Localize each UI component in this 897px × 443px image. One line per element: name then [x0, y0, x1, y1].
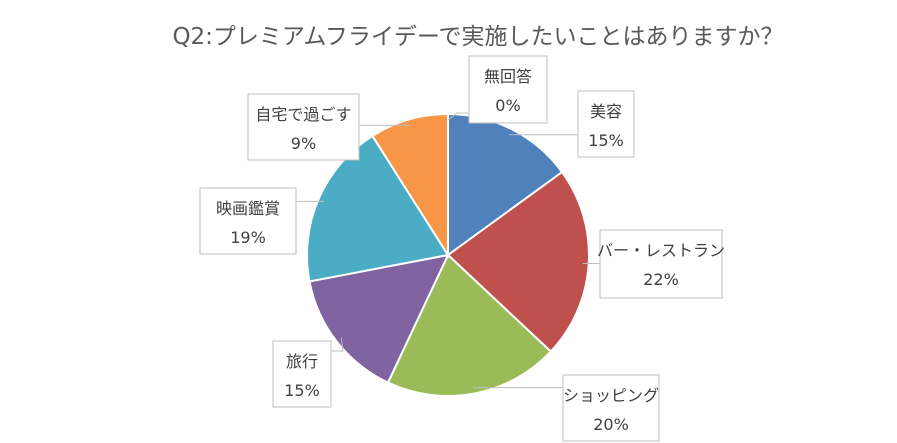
slice-percent-slice-2: 20% — [593, 415, 629, 434]
slice-percent-slice-3: 15% — [284, 381, 320, 400]
pie-slice-slice-0 — [447, 112, 564, 257]
slice-percent-slice-1: 22% — [643, 270, 679, 289]
slice-percent-slice-6: 0% — [495, 96, 520, 115]
slice-percent-slice-0: 15% — [588, 131, 624, 150]
pie-slice-slice-5 — [371, 112, 449, 259]
callout-box-slice-6 — [468, 55, 548, 124]
slice-label-slice-6: 無回答 — [484, 67, 532, 86]
callout-leader-slice-6 — [447, 112, 469, 121]
slice-percent-slice-5: 9% — [291, 134, 316, 153]
slice-label-slice-4: 映画鑑賞 — [216, 199, 280, 218]
callout-leader-slice-3 — [331, 337, 344, 352]
slice-label-slice-3: 旅行 — [286, 352, 318, 371]
pie-slice-slice-4 — [306, 134, 450, 283]
callout-box-slice-2 — [562, 374, 660, 442]
pie-slice-slice-3 — [308, 253, 450, 384]
callout-box-slice-4 — [199, 187, 297, 255]
pie-slices — [306, 112, 590, 397]
callout-box-slice-3 — [272, 340, 332, 408]
slice-label-slice-2: ショッピング — [563, 386, 659, 405]
data-label-callouts: 美容 15% バー・レストラン 22% ショッピング 20% 旅行 15% 映画鑑賞 19% 自宅で… — [199, 55, 725, 442]
slice-label-slice-1: バー・レストラン — [597, 241, 725, 260]
pie-slice-slice-2 — [386, 253, 553, 397]
callout-box-slice-5 — [247, 93, 360, 161]
slice-label-slice-5: 自宅で過ごす — [255, 105, 351, 124]
callout-box-slice-0 — [577, 90, 635, 158]
callout-box-slice-1 — [599, 229, 723, 299]
chart-title: Q2:プレミアムフライデーで実施したいことはありますか？ — [172, 24, 783, 50]
slice-percent-slice-4: 19% — [230, 228, 266, 247]
slice-label-slice-0: 美容 — [590, 102, 622, 121]
